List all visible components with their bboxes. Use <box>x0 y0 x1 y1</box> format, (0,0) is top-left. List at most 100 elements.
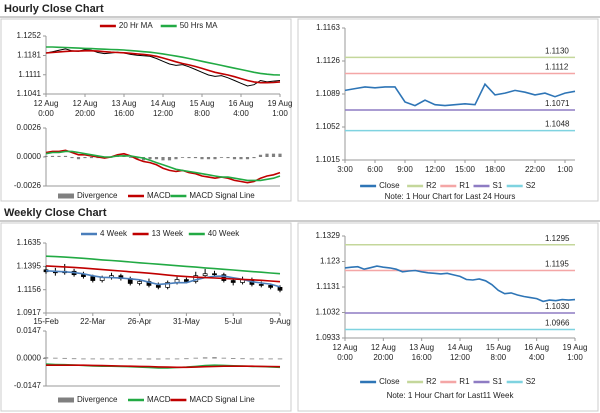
bar <box>62 357 67 359</box>
legend-label: MACD <box>147 395 171 404</box>
x-tick-label: 9:00 <box>397 165 413 174</box>
legend-label: MACD Signal Line <box>189 395 255 404</box>
bar <box>109 358 114 360</box>
bar <box>165 358 170 360</box>
y-tick-label: 1.1395 <box>17 262 42 271</box>
y-tick-label: 1.1111 <box>18 70 41 79</box>
x-tick-label: 12 Aug 20:00 <box>371 343 396 362</box>
series-line <box>45 49 281 84</box>
bar <box>71 358 77 360</box>
candle-body <box>268 285 274 288</box>
bar <box>258 154 263 157</box>
candle-body <box>230 280 236 283</box>
y-tick-label: 1.1089 <box>316 89 341 98</box>
bar <box>118 358 124 360</box>
bar <box>259 358 264 360</box>
bar <box>146 358 152 360</box>
y-tick-label: 1.1041 <box>17 89 42 98</box>
note: Note: 1 Hour Chart for Last11 Week <box>387 391 515 400</box>
bar <box>226 157 230 159</box>
level-label: 1.0966 <box>545 319 570 328</box>
bar <box>202 357 208 359</box>
y-tick-label: 1.1052 <box>316 122 341 131</box>
series-line <box>45 255 281 275</box>
x-tick-label: 12 Aug 0:00 <box>34 99 59 118</box>
x-tick-label: 12 Aug 0:00 <box>333 343 358 362</box>
y-tick-label: 1.1126 <box>316 56 340 65</box>
series-line <box>46 46 281 76</box>
bar <box>90 358 96 360</box>
x-tick-label: 16 Aug 4:00 <box>524 343 549 362</box>
y-tick-label: -0.0026 <box>14 181 42 190</box>
panel <box>297 18 599 202</box>
note: Note: 1 Hour Chart for Last 24 Hours <box>385 192 516 201</box>
legend-label: R2 <box>426 181 437 190</box>
bar <box>99 358 105 360</box>
bar <box>83 157 87 159</box>
bar <box>53 357 58 359</box>
series-line <box>45 265 281 283</box>
y-tick-label: 1.1015 <box>316 155 341 164</box>
candle-body <box>81 274 86 277</box>
y-tick-label: 0.0147 <box>17 326 42 335</box>
y-tick-label: 1.1032 <box>316 308 341 317</box>
legend-label: S2 <box>526 377 536 386</box>
candle-body <box>277 287 283 291</box>
candle-body <box>212 273 217 276</box>
y-tick-label: 1.123 <box>320 257 341 266</box>
x-tick-label: 19 Aug 1:00 <box>563 343 588 362</box>
bar <box>50 155 55 157</box>
legend-label: S1 <box>493 377 503 386</box>
series-line <box>45 150 281 182</box>
level-label: 1.1030 <box>545 302 570 311</box>
level-label: 1.1130 <box>545 47 569 56</box>
bar <box>213 157 217 160</box>
candle-body <box>258 284 264 286</box>
bar <box>252 157 256 159</box>
y-tick-label: 1.1163 <box>316 23 340 32</box>
series-line <box>45 48 281 87</box>
bar <box>278 153 282 157</box>
x-tick-label: 14 Aug 12:00 <box>448 343 473 362</box>
y-tick-label: -0.0147 <box>14 381 42 390</box>
bar <box>193 157 198 159</box>
candle-body <box>137 281 142 284</box>
panel <box>0 222 292 412</box>
bar <box>206 157 211 160</box>
x-tick-label: 18:00 <box>485 165 506 174</box>
y-tick-label: 1.1635 <box>17 238 42 247</box>
bar <box>174 358 180 360</box>
legend-label: 50 Hrs MA <box>180 21 218 30</box>
bar <box>219 157 224 158</box>
level-label: 1.1071 <box>545 99 570 108</box>
level-label: 1.1048 <box>545 120 570 129</box>
bar <box>135 157 139 160</box>
legend-label: R1 <box>459 377 470 386</box>
legend-label: 4 Week <box>100 229 128 238</box>
bar <box>156 358 161 360</box>
x-tick-label: 12 Aug 20:00 <box>73 99 98 118</box>
candle-body <box>202 273 208 277</box>
bar <box>174 157 178 160</box>
x-tick-label: 15:00 <box>455 165 476 174</box>
y-tick-label: 1.1131 <box>316 282 340 291</box>
legend-label: 40 Week <box>208 229 240 238</box>
series-line <box>344 82 576 107</box>
bar <box>167 157 172 161</box>
bar <box>180 157 185 158</box>
bar <box>137 358 142 360</box>
x-tick-label: 26-Apr <box>128 317 152 326</box>
bar <box>221 357 227 359</box>
x-tick-label: 19 Aug 1:00 <box>268 99 293 118</box>
y-tick-label: 0.0000 <box>17 354 42 363</box>
bar <box>212 357 217 359</box>
y-tick-label: 1.0933 <box>316 333 341 342</box>
x-tick-label: 6:00 <box>367 165 383 174</box>
x-tick-label: 13 Aug 16:00 <box>112 99 137 118</box>
bar <box>43 357 49 359</box>
legend-swatch <box>58 193 74 199</box>
bar <box>76 157 81 160</box>
legend-label: 20 Hr MA <box>119 21 153 30</box>
